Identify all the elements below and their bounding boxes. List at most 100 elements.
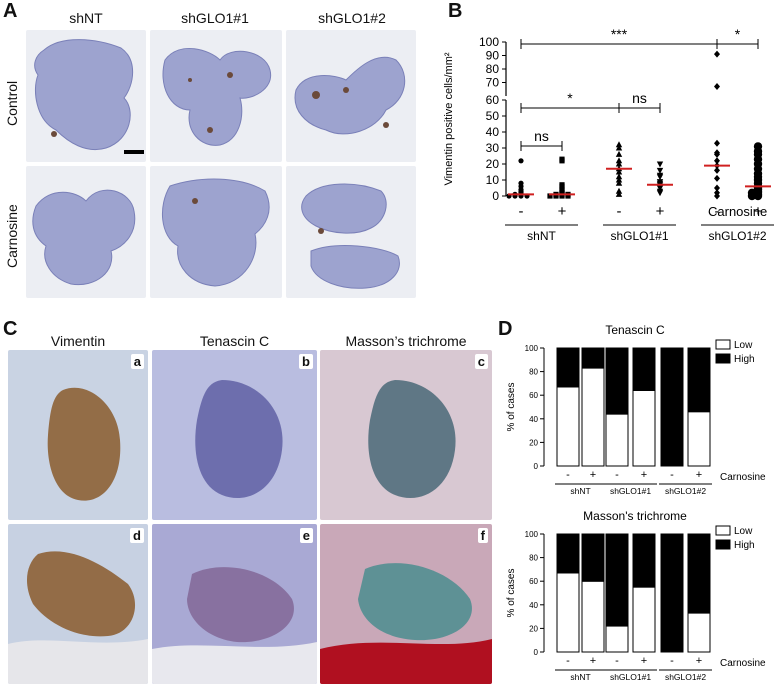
tissue-image-shglo1-1-control [150,30,282,162]
legend-swatch [715,353,731,364]
tissue-image-shglo1-1-carnosine [150,166,282,298]
data-point [615,141,623,148]
y-tick-label: 100 [525,344,539,353]
group-label: shGLO1#1 [610,229,668,243]
tissue-image-shglo1-2-control [286,30,416,162]
sublabel-e: e [299,528,313,543]
y-axis-title: Vimentin positive cells/mm² [443,52,455,185]
y-tick-label: 80 [529,554,538,563]
y-tick-label: 80 [529,368,538,377]
y-tick-label: 70 [486,76,500,90]
bar-chart-tenascin: Tenascin C 0 20 40 60 80 100 % of cases - + - + - + Ca… [506,323,766,496]
data-point [656,179,664,186]
col-title-shglo1-1: shGLO1#1 [181,10,249,26]
y-tick-label: 50 [486,109,500,123]
data-point [615,157,623,164]
legend-swatch [715,525,731,536]
bar-low [556,386,580,467]
x-tick-label: - [615,655,619,667]
bar-low [605,625,629,653]
group-label: shGLO1#2 [665,486,706,496]
panel-label-a: A [3,0,18,22]
bar-low [581,580,605,653]
x-tick-label: + [558,203,567,220]
y-axis-title: % of cases [506,383,517,432]
chart-title: Tenascin C [605,323,665,337]
x-tick-label: + [696,655,702,667]
bar-high [556,347,580,388]
x-tick-label: + [641,655,647,667]
x-tick-label: - [615,469,619,481]
bar-low [687,411,711,467]
y-tick-label: 100 [525,530,539,539]
tissue-image-shglo1-2-carnosine [286,166,416,298]
group-label: shGLO1#1 [610,486,651,496]
col-title-shnt: shNT [69,10,103,26]
data-point [615,144,623,151]
histology-image-tenascin-low: b [152,350,317,520]
data-point [656,167,664,174]
y-axis-title: % of cases [506,569,517,618]
y-tick-label: 40 [486,125,500,139]
data-point [518,180,524,186]
legend-label: Low [734,340,753,351]
bar-high [632,533,656,588]
bar-high [660,533,684,653]
significance-label: *** [611,26,628,42]
significance-label: * [567,90,573,106]
x-tick-label: - [519,203,524,220]
group-label: shGLO1#1 [610,672,651,682]
bar-high [660,347,684,467]
y-tick-label: 60 [529,577,538,586]
sublabel-d: d [130,528,144,543]
x-tick-label: + [656,203,665,220]
data-point [615,179,623,186]
y-tick-label: 20 [486,157,500,171]
x-tick-label: + [754,203,763,220]
bar-low [556,572,580,653]
group-label: shNT [570,486,590,496]
bar-chart-trichrome: Masson's trichrome 0 20 40 60 80 100 % of cases… [506,509,766,682]
tissue-image-shnt-control [26,30,146,162]
data-point [656,161,664,168]
panel-label-c: C [3,318,18,340]
x-tick-label: - [566,655,570,667]
y-tick-label: 40 [529,415,538,424]
data-point [714,157,720,165]
legend-label: High [734,540,755,551]
data-point [714,139,720,147]
x-tick-label: - [670,655,674,667]
histology-image-trichrome-low: c [320,350,492,520]
bar-low [632,586,656,653]
significance-label: * [735,26,741,42]
bar-high [556,533,580,574]
data-point [518,158,524,164]
x-tick-label: + [641,469,647,481]
data-point [615,160,623,167]
histology-image-trichrome-high: f [320,524,492,684]
data-point [714,166,720,174]
tissue-image-shnt-carnosine [26,166,146,298]
group-label: shGLO1#2 [708,229,766,243]
sublabel-a: a [130,354,144,369]
bar-low [687,612,711,653]
y-tick-label: 100 [479,35,499,49]
panel-label-b: B [448,0,463,22]
data-point [656,172,664,179]
data-point [615,176,623,183]
bar-high [605,347,629,415]
y-tick-label: 0 [534,648,539,657]
bar-high [687,347,711,413]
data-point [656,188,664,195]
legend-swatch [715,339,731,350]
data-point [714,83,720,91]
bar-low [605,413,629,467]
y-tick-label: 90 [486,49,500,63]
data-point [714,174,720,182]
data-point [559,156,565,162]
data-point [615,168,623,175]
x-tick-label: + [696,469,702,481]
col-title-massons-trichrome: Masson’s trichrome [345,333,467,349]
col-title-shglo1-2: shGLO1#2 [318,10,386,26]
